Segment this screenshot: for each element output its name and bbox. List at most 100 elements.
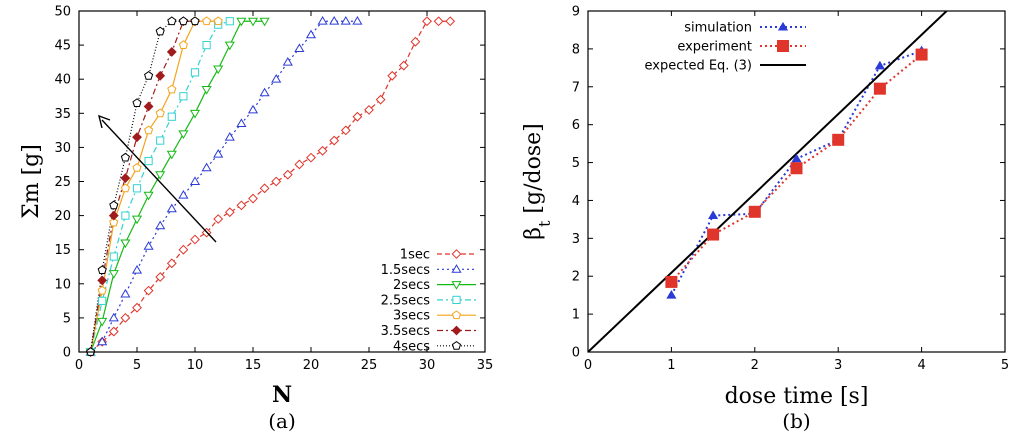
series-simulation-point [708, 210, 719, 220]
series-2secs-point [108, 270, 119, 279]
y-tick-label: 7 [572, 80, 580, 95]
legend-swatch-marker [777, 21, 789, 31]
series-1sec-point [340, 125, 351, 136]
series-1sec-point [352, 111, 363, 122]
y-tick-label: 0 [572, 346, 580, 361]
series-1-5secs-point [271, 74, 282, 83]
series-2secs-point [155, 171, 166, 180]
series-expected-eq-3-line [588, 11, 948, 352]
series-1sec-point [317, 145, 328, 156]
y-tick-label: 5 [63, 311, 71, 326]
x-axis-label: dose time [s] [725, 384, 869, 409]
series-2secs-point [189, 109, 201, 119]
series-3secs-point [132, 163, 142, 172]
x-tick-label: 30 [419, 358, 436, 373]
panel-label: (a) [268, 409, 296, 433]
chart-panel-b: 0 1 2 3 4 5 0 1 2 3 4 5 6 7 8 9 dose time [s] βt [g/dose]… [521, 5, 1009, 434]
series-1-5secs-point [108, 312, 119, 322]
panel-label: (b) [782, 409, 810, 433]
y-tick-label: 45 [54, 39, 71, 54]
series-1-5secs-point [294, 43, 305, 52]
y-axis-label: βt [g/dose] [521, 123, 554, 239]
series-3-5secs-point [143, 101, 154, 112]
series-1-5secs-point [236, 118, 247, 127]
series-simulation-point [791, 153, 802, 163]
series-1sec-point [422, 16, 432, 27]
series-2secs-line [90, 20, 265, 352]
series-1-5secs-point [201, 162, 212, 172]
series-1-5secs-point [166, 203, 177, 213]
series-1sec-point [445, 16, 456, 27]
series-2secs-point [166, 150, 177, 160]
series-1sec-point [248, 193, 258, 204]
legend-b: simulation experiment expected Eq. (3) [645, 21, 806, 74]
y-tick-label: 50 [54, 5, 71, 20]
series-4secs-point [190, 16, 200, 26]
series-simulation-point [874, 60, 885, 70]
series-1sec-point [271, 176, 282, 187]
series-3secs-point [202, 16, 212, 26]
x-tick-label: 10 [187, 358, 204, 373]
trend-arrow-shaft [101, 119, 217, 243]
series-1sec-point [178, 244, 189, 255]
series-1sec-point [306, 152, 316, 163]
series-1sec-point [375, 94, 386, 105]
series-2-5secs-point [98, 296, 107, 305]
series-1-5secs-point [259, 87, 270, 97]
legend-label: 1.5secs [381, 263, 431, 278]
series-3secs-point [97, 285, 107, 295]
series-3secs-point [155, 108, 165, 118]
series-1-5secs-point [120, 288, 131, 298]
series-1sec-point [387, 70, 398, 81]
x-tick-label: 4 [917, 358, 925, 373]
series-1-5secs-point [305, 29, 317, 39]
y-tick-label: 8 [572, 42, 580, 57]
series-1sec-point [108, 326, 119, 337]
legend-swatch-marker [452, 295, 461, 304]
series-1sec-point [398, 60, 409, 71]
series-1-5secs-point [213, 149, 224, 158]
series-1sec-point [155, 272, 166, 282]
x-tick-label: 5 [133, 358, 141, 373]
x-tick-label: 2 [751, 358, 759, 373]
series-1sec-point [132, 302, 142, 313]
series-2-5secs-point [121, 211, 130, 220]
plot-frame [587, 10, 1006, 353]
series-experiment-point [707, 228, 720, 241]
y-tick-label: 6 [572, 118, 580, 133]
series-1-5secs-point [97, 336, 108, 346]
y-tick-label: 15 [54, 243, 71, 258]
x-tick-label: 5 [1001, 358, 1009, 373]
series-2secs-point [247, 17, 259, 27]
series-2secs-point [97, 317, 108, 327]
y-tick-label: 9 [572, 5, 580, 20]
series-1-5secs-point [282, 56, 293, 66]
series-3secs-point [120, 183, 130, 193]
series-1sec-point [224, 207, 235, 218]
y-tick-label: 1 [572, 308, 580, 323]
series-3secs-point [178, 40, 188, 49]
series-group [588, 11, 948, 352]
series-4secs-point [155, 26, 165, 36]
legend-label: simulation [684, 21, 752, 36]
x-tick-label: 20 [303, 358, 320, 373]
legend-swatch-marker [451, 249, 462, 259]
series-3secs-point [167, 84, 177, 94]
series-4secs-point [120, 152, 130, 162]
series-1-5secs-line [90, 20, 358, 352]
series-2-5secs-point [156, 136, 165, 145]
series-4secs-point [178, 16, 188, 26]
legend-swatch-marker [451, 310, 462, 320]
series-3secs-point [213, 16, 223, 26]
legend-swatch-marker [451, 264, 462, 273]
x-tick-label: 25 [361, 358, 378, 373]
series-3-5secs-point [166, 47, 177, 57]
legend-swatch-marker [451, 281, 462, 290]
series-1-5secs-point [224, 131, 235, 141]
series-1sec-point [410, 36, 421, 47]
series-3-5secs-point [155, 70, 166, 81]
series-experiment-point [832, 133, 845, 146]
y-tick-label: 3 [572, 232, 580, 247]
series-2secs-point [201, 85, 212, 95]
